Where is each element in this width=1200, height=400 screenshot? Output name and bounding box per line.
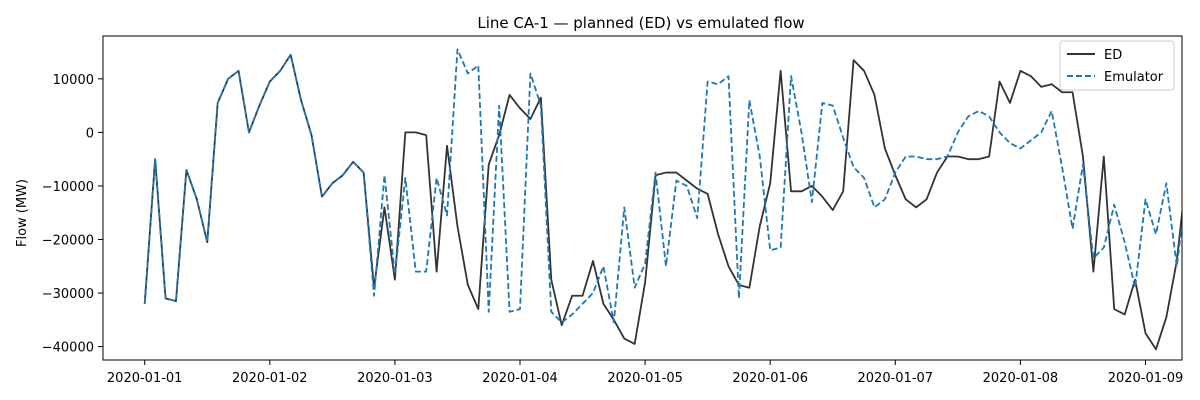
y-tick-label: 10000 (53, 73, 94, 88)
x-tick-label: 2020-01-08 (983, 371, 1059, 386)
x-tick-label: 2020-01-04 (482, 371, 558, 386)
series-lines (143, 48, 1182, 351)
x-tick-label: 2020-01-06 (732, 371, 808, 386)
x-tick-label: 2020-01-03 (357, 371, 433, 386)
y-tick-label: −10000 (42, 180, 94, 195)
x-tick-label: 2020-01-05 (607, 371, 683, 386)
x-tick-label: 2020-01-09 (1108, 371, 1184, 386)
legend: ED Emulator (1059, 40, 1175, 91)
x-tick-label: 2020-01-07 (858, 371, 934, 386)
plot-frame (102, 35, 1183, 361)
x-tick-label: 2020-01-01 (107, 371, 183, 386)
y-tick-label: −30000 (42, 287, 94, 302)
y-tick-label: −20000 (42, 234, 94, 249)
y-tick-label: 0 (86, 126, 94, 141)
y-tick-label: −40000 (42, 341, 94, 356)
series-line-emulator (143, 48, 1182, 324)
legend-ed-label: ED (1104, 48, 1122, 63)
chart-title: Line CA-1 — planned (ED) vs emulated flo… (477, 14, 804, 32)
y-axis-title: Flow (MW) (15, 179, 30, 247)
legend-emulator-label: Emulator (1104, 70, 1164, 85)
x-tick-label: 2020-01-02 (232, 371, 308, 386)
axes: 2020-01-01 2020-01-02 2020-01-03 2020-01-04… (42, 35, 1184, 386)
